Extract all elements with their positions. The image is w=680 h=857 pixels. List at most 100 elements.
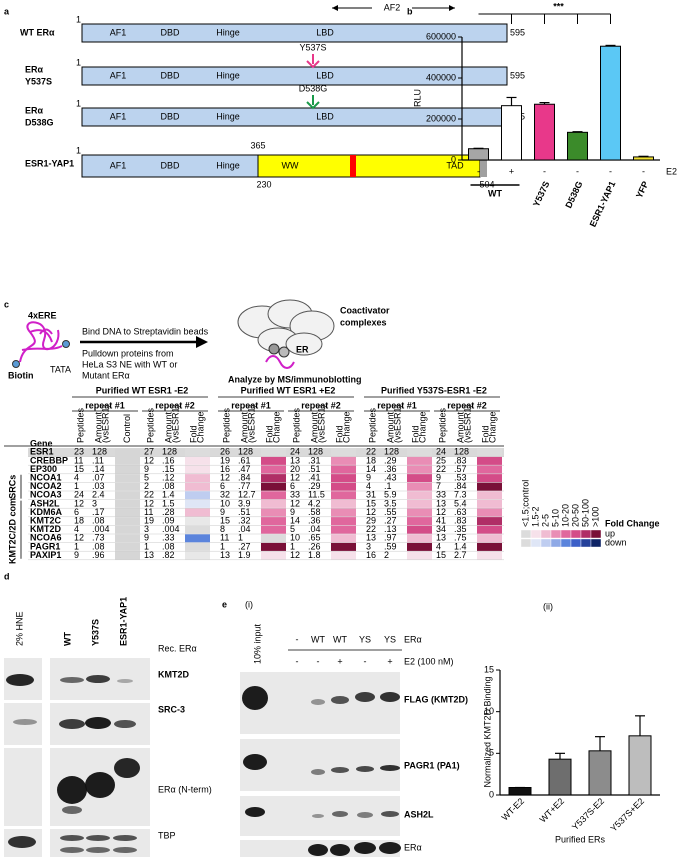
gene: KMT2D xyxy=(30,524,61,534)
amount: .41 xyxy=(308,472,321,482)
domain: Hinge xyxy=(216,27,240,37)
x-tick-label: ESR1-YAP1 xyxy=(588,180,618,229)
column-header: Amount xyxy=(163,411,173,443)
band xyxy=(113,847,137,853)
amount: .09 xyxy=(162,515,175,525)
panel-label: b xyxy=(407,6,413,16)
peptides: 22 xyxy=(144,490,154,500)
amount: 128 xyxy=(162,447,177,457)
amount: .004 xyxy=(162,524,180,534)
amount: .28 xyxy=(162,507,175,517)
construct-name: ERα xyxy=(25,64,44,74)
amount: .63 xyxy=(454,507,467,517)
label: Rec. ERα xyxy=(158,643,197,653)
legend-swatch xyxy=(530,529,542,539)
legend-bin: 5-10 xyxy=(550,509,560,527)
peptides: 29 xyxy=(366,515,376,525)
peptides: 13 xyxy=(436,533,446,543)
gene: NCOA6 xyxy=(30,533,62,543)
gene: ASH2L xyxy=(30,498,60,508)
gene: NCOA1 xyxy=(30,472,62,482)
peptides: 3 xyxy=(366,541,371,551)
peptides: 8 xyxy=(220,524,225,534)
domain: DBD xyxy=(160,70,180,80)
peptides: 18 xyxy=(74,515,84,525)
band xyxy=(245,807,265,817)
control-cell xyxy=(115,534,140,543)
band xyxy=(86,675,110,683)
column-header: Amount xyxy=(309,411,319,443)
amount: .55 xyxy=(384,507,397,517)
fold-cell xyxy=(185,551,210,560)
fold-cell xyxy=(331,448,356,457)
domain: LBD xyxy=(316,27,334,37)
amount: 1.5 xyxy=(162,498,175,508)
amount: 128 xyxy=(308,447,323,457)
legend-swatch xyxy=(560,529,572,539)
band xyxy=(60,847,84,853)
amount: .51 xyxy=(308,464,321,474)
fold-cell xyxy=(261,499,286,508)
amount: .82 xyxy=(162,550,175,560)
label: Gene xyxy=(30,438,53,448)
lane-label: + xyxy=(337,656,342,666)
amount: .77 xyxy=(238,481,251,491)
domain: DBD xyxy=(160,160,180,170)
fold-cell xyxy=(407,448,432,457)
column-header: (vsESR1) xyxy=(316,404,326,443)
label: E2 (100 nM) xyxy=(404,656,454,666)
fold-cell xyxy=(407,525,432,534)
y-axis-label: RLU xyxy=(412,89,422,107)
amount: .57 xyxy=(454,464,467,474)
row-group: SRCs xyxy=(7,475,17,499)
column-header: Change xyxy=(195,411,205,443)
peptides: 22 xyxy=(366,447,376,457)
peptides: 16 xyxy=(366,550,376,560)
fold-cell xyxy=(331,465,356,474)
peptides: 12 xyxy=(144,498,154,508)
label: Biotin xyxy=(8,370,34,380)
label: ERα xyxy=(404,634,422,644)
legend-swatch xyxy=(550,529,562,539)
column-header: Peptides xyxy=(291,407,301,443)
peptides: 4 xyxy=(74,524,79,534)
peptides: 6 xyxy=(290,481,295,491)
peptides: 14 xyxy=(290,515,300,525)
band xyxy=(13,719,37,725)
panel-sublabel: (ii) xyxy=(543,601,553,611)
legend-swatch xyxy=(580,538,592,548)
blot-label: FLAG (KMT2D) xyxy=(404,694,468,704)
amount: .13 xyxy=(384,524,397,534)
amount: .26 xyxy=(308,541,321,551)
control-cell xyxy=(115,525,140,534)
peptides: 10 xyxy=(220,498,230,508)
domain: Hinge xyxy=(216,111,240,121)
fold-cell xyxy=(185,534,210,543)
bar xyxy=(468,148,489,161)
band xyxy=(60,677,84,683)
column-header: Amount xyxy=(385,411,395,443)
column-header: Change xyxy=(271,411,281,443)
legend-bin: <1.5;control xyxy=(520,480,530,527)
legend-swatch xyxy=(530,538,542,548)
amount: .04 xyxy=(308,524,321,534)
y-tick-label: 0 xyxy=(451,154,456,164)
peptides: 25 xyxy=(436,455,446,465)
peptides: 10 xyxy=(290,533,300,543)
amount: 1.4 xyxy=(162,490,175,500)
peptides: 12 xyxy=(366,507,376,517)
fold-cell xyxy=(185,465,210,474)
domain: WW xyxy=(282,160,299,170)
control-cell xyxy=(115,474,140,483)
treatment-label: - xyxy=(543,166,546,176)
amount: 128 xyxy=(92,447,107,457)
fold-cell xyxy=(407,517,432,526)
fold-cell xyxy=(261,465,286,474)
legend-swatch xyxy=(570,529,582,539)
label: Analyze by MS/immunoblotting xyxy=(228,374,362,384)
panel-sublabel: (i) xyxy=(245,599,253,609)
peptides: 16 xyxy=(220,464,230,474)
peptides: 9 xyxy=(74,550,79,560)
error-bar xyxy=(638,155,649,157)
treatment-label: - xyxy=(642,166,645,176)
